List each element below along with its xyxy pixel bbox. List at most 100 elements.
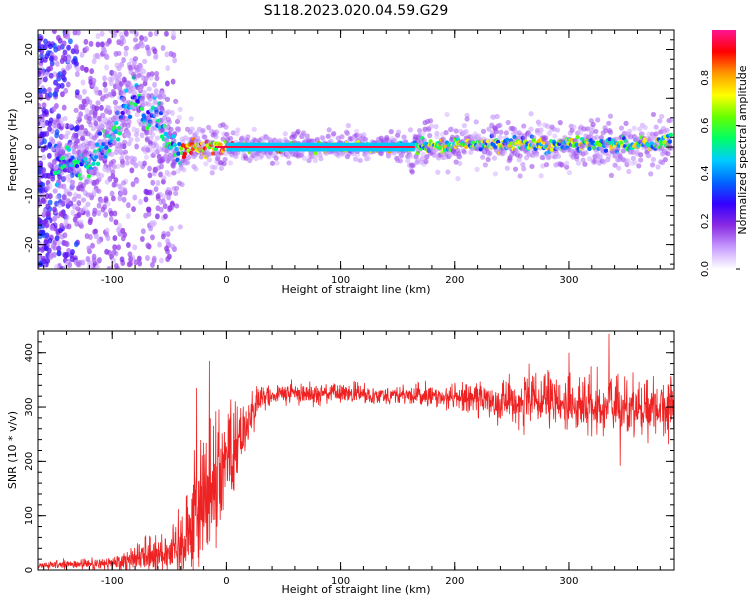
spectrogram-cell <box>99 104 104 111</box>
spectrogram-cell <box>521 166 527 172</box>
spectrogram-cell <box>164 30 169 37</box>
spectrogram-cell <box>638 152 644 158</box>
spectrogram-cell <box>38 187 43 194</box>
spectrogram-cell <box>67 191 73 197</box>
spectrogram-cell <box>608 172 615 178</box>
spectrogram-cell <box>188 116 194 122</box>
spectrogram-cell <box>83 152 89 158</box>
spectrogram-cell <box>41 198 47 205</box>
spectrogram-cell <box>444 111 450 118</box>
spectrogram-cell <box>74 220 80 227</box>
spectrogram-cell <box>420 130 426 136</box>
spectrogram-cell <box>75 159 81 164</box>
spectrogram-cell <box>528 126 534 132</box>
spectrogram-cell <box>205 124 212 130</box>
spectrogram-cell <box>603 128 609 134</box>
spectrogram-cell <box>38 45 42 52</box>
spectrogram-cell <box>186 154 193 160</box>
spectrogram-cell <box>126 141 132 147</box>
spectrogram-cell <box>114 120 119 126</box>
spectrogram-cell <box>150 179 156 186</box>
spectrogram-cell <box>668 117 674 123</box>
spectrogram-cell <box>618 125 625 131</box>
spectrogram-cell <box>177 224 183 230</box>
spectrogram-cell <box>623 120 629 126</box>
spectrogram-cell <box>282 131 288 137</box>
spectrogram-cell <box>148 120 154 126</box>
spectrogram-cell <box>93 228 99 235</box>
spectrogram-cell <box>110 169 116 175</box>
spectrogram-cell <box>435 169 441 175</box>
spectrogram-cell <box>55 194 61 200</box>
spectrogram-cell <box>99 198 105 204</box>
spectrogram-cell <box>147 143 153 150</box>
spectrogram-cell <box>180 139 186 145</box>
spectrogram-cell <box>564 160 570 166</box>
spectrogram-cell <box>410 162 416 168</box>
spectrogram-cell <box>165 65 171 72</box>
spectrogram-cell <box>428 123 435 129</box>
spectrogram-cell <box>505 119 511 126</box>
spectrogram-cell <box>70 48 76 55</box>
spectrogram-cell <box>84 233 90 240</box>
spectrogram-cell <box>114 146 120 152</box>
spectrogram-cell <box>102 48 107 55</box>
spectrogram-cell <box>132 194 138 201</box>
spectrogram-cell <box>172 246 177 253</box>
spectrogram-cell <box>455 175 461 182</box>
spectrogram-cell <box>657 118 663 124</box>
spectrogram-cell <box>38 41 41 48</box>
spectrogram-cell <box>175 126 182 132</box>
spectrogram-cell <box>487 150 493 156</box>
spectrogram-cell <box>59 222 64 229</box>
spectrogram-cell <box>139 34 144 41</box>
spectrogram-cell <box>507 156 513 162</box>
spectrogram-cell <box>148 75 154 81</box>
spectrogram-cell <box>46 66 51 73</box>
spectrogram-cell <box>61 69 67 76</box>
spectrogram-cell <box>575 160 582 166</box>
spectrogram-cell <box>145 242 151 249</box>
colorbar-tick-label: 0.6 <box>700 118 711 134</box>
spectrogram-cell <box>517 153 523 159</box>
spectrogram-cell <box>613 136 619 142</box>
spectrogram-cell <box>110 134 117 140</box>
spectrogram-cell <box>440 136 446 142</box>
spectrogram-cell <box>160 44 166 51</box>
spectrogram-cell <box>533 152 540 158</box>
spectrogram-cell <box>105 122 111 129</box>
spectrogram-cell <box>235 127 241 133</box>
spectrogram-cell <box>48 72 54 79</box>
spectrogram-cell <box>96 238 102 245</box>
spectrogram-cell <box>63 240 69 247</box>
spectrogram-cell <box>357 157 363 164</box>
snr-y-tick-label: 300 <box>24 397 35 416</box>
spectrogram-cell <box>554 127 561 133</box>
spectrogram-cell <box>163 131 168 137</box>
spectrogram-cell <box>209 170 215 176</box>
spectrogram-cell <box>89 169 95 175</box>
spectrogram-cell <box>45 203 51 210</box>
spectrogram-cell <box>79 187 86 193</box>
spectrogram-cell <box>482 162 488 168</box>
spectrogram-cell <box>160 107 166 114</box>
spectrogram-cell <box>239 135 245 141</box>
spectrogram-cell <box>75 119 81 125</box>
spectrogram-cell <box>70 248 75 255</box>
spectrogram-cell <box>274 160 280 166</box>
spectrogram-cell <box>87 115 93 122</box>
spectrogram-cell <box>129 167 135 174</box>
spectrogram-cell <box>54 132 60 139</box>
spectrogram-cell <box>45 185 50 192</box>
spectrogram-cell <box>630 155 636 161</box>
spectrogram-cell <box>48 55 54 62</box>
spectrogram-cell <box>423 158 429 165</box>
spectrogram-cell <box>104 145 109 150</box>
spectrogram-cell <box>543 162 550 168</box>
spectrogram-cell <box>113 129 118 135</box>
spectrogram-cell <box>57 71 63 78</box>
spectrogram-cell <box>258 153 265 159</box>
spectrogram-cell <box>45 257 51 264</box>
spectrogram-cell <box>68 123 74 129</box>
spectrogram-cell <box>56 239 62 246</box>
